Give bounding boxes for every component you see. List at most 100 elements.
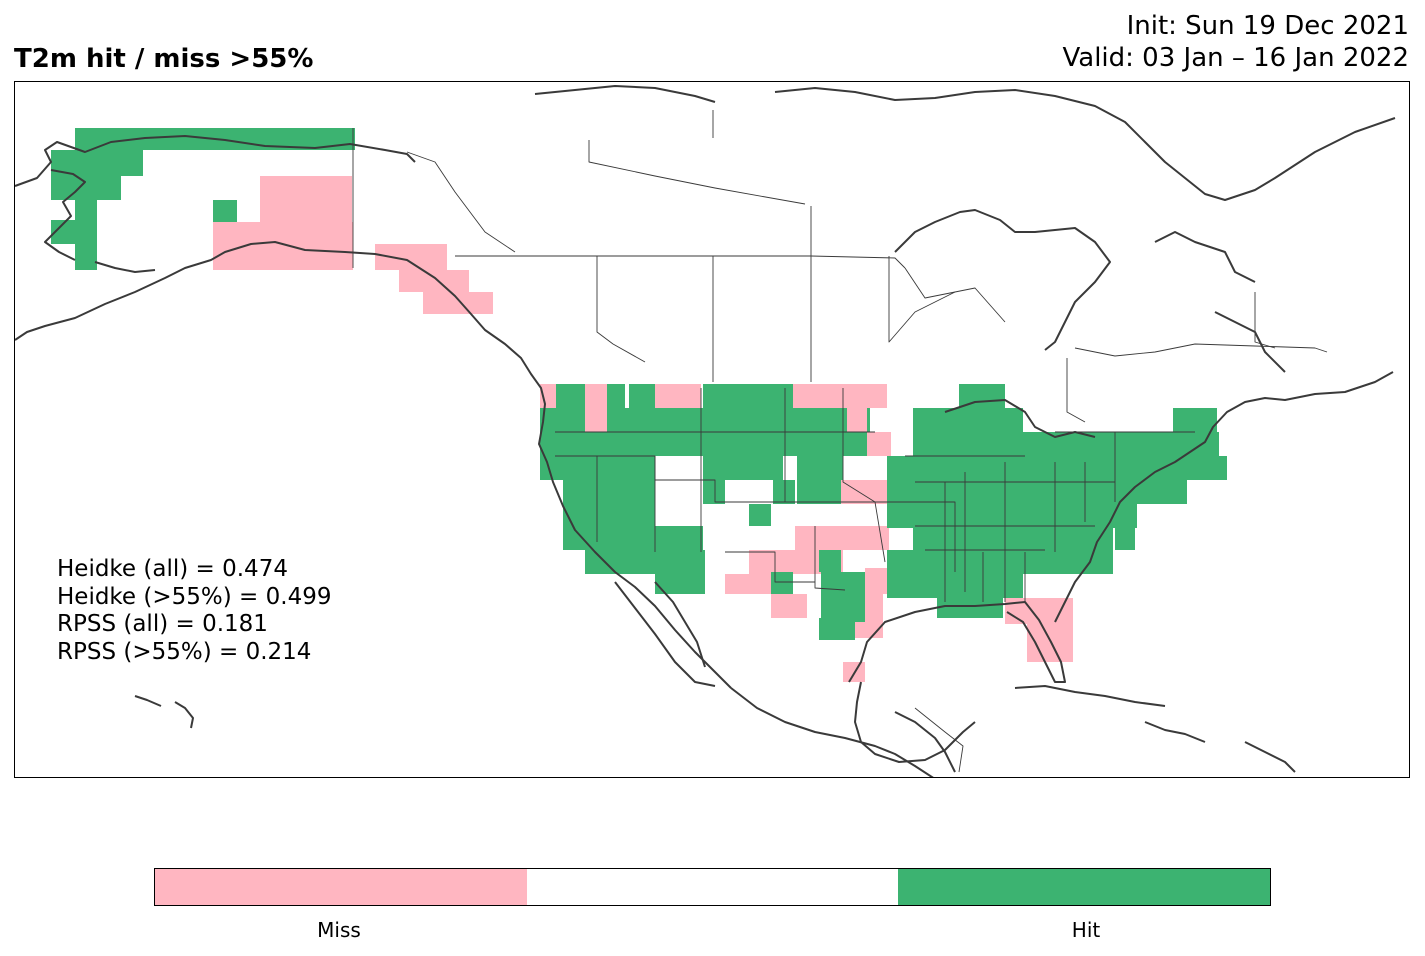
heidke-all: Heidke (all) = 0.474 [57,556,288,582]
map-svg [15,85,1396,777]
hit-cell [913,550,1113,574]
valid-dates: Valid: 03 Jan – 16 Jan 2022 [1062,43,1410,73]
hit-cell [703,480,725,504]
hit-cell [563,480,655,504]
colorbar-neutral-segment [526,869,899,905]
border-line [814,526,846,591]
map-title: T2m hit / miss >55% [14,44,314,74]
coastline [848,601,1066,683]
hit-cell [913,408,1023,432]
forecast-cells [51,128,1227,682]
hit-cell [819,618,855,640]
border-line [1066,358,1086,423]
border-line [842,388,886,563]
rpss-all: RPSS (all) = 0.181 [57,611,268,637]
miss-cell [795,526,889,550]
hit-cell [887,550,913,598]
hit-cell [213,200,237,222]
map-panel [14,81,1410,778]
miss-cell [865,568,887,594]
hit-cell [703,384,793,410]
hit-cell [655,574,705,594]
border-line [596,256,646,363]
coastline [1144,721,1206,743]
hit-cell [821,572,865,622]
hit-cell [563,526,703,550]
hit-cell [1071,432,1091,456]
rpss-55: RPSS (>55%) = 0.214 [57,638,312,665]
hit-cell [771,572,793,594]
hit-cell [585,550,705,574]
hit-cell [797,480,843,504]
hit-cell [887,504,1137,528]
border-line [588,140,806,205]
hit-cell [540,432,880,456]
miss-cell [867,432,891,456]
miss-cell [399,270,469,292]
forecast-dates: Init: Sun 19 Dec 2021 Valid: 03 Jan – 16… [1063,10,1410,74]
border-line [904,267,1006,323]
miss-cell [655,384,701,408]
hit-cell [1115,526,1135,550]
coastline [1214,311,1286,373]
coastline [15,135,416,187]
coastline [774,87,1396,201]
coastline [534,85,716,103]
miss-cell [260,176,352,222]
miss-cell [423,292,493,314]
hit-cell [819,550,841,572]
heidke-55: Heidke (>55%) = 0.499 [57,583,332,610]
coastline [15,241,732,689]
hit-cell [797,456,843,480]
coastline [1154,231,1256,283]
miss-cell [585,384,607,432]
colorbar-miss-label: Miss [317,918,361,942]
coastline [44,169,86,261]
coastline [134,695,162,707]
miss-cell [793,384,887,408]
miss-cell [725,574,777,594]
hit-cell [563,504,655,526]
colorbar-hit-label: Hit [1071,918,1101,942]
hit-cell [959,384,1005,398]
border-line [455,255,906,269]
hit-cell [540,456,655,480]
coastline [94,261,156,273]
hit-cell [1199,432,1219,456]
coastline [894,209,1111,351]
border-line [1254,292,1276,349]
hit-cell [51,176,121,200]
border-line [406,151,516,253]
coastline [174,701,194,729]
miss-cell [213,222,353,270]
border-line [875,501,956,572]
hit-cell [75,200,97,270]
coastline [1244,741,1296,773]
miss-cell [1027,624,1073,662]
hit-cell [937,598,1003,618]
border-line [725,551,815,583]
miss-cell [841,480,887,504]
hit-cell [749,504,771,526]
hit-cell [913,574,1023,598]
miss-cell [771,594,807,618]
border-line [888,256,956,343]
hit-cell [610,408,870,432]
hit-cell [773,480,795,504]
border-line [914,707,964,773]
miss-cell [847,408,867,432]
coastline [614,581,716,687]
skill-scores: Heidke (all) = 0.474 Heidke (>55%) = 0.4… [57,556,331,666]
hit-cell [51,150,143,176]
colorbar-hit-segment [898,869,1271,905]
coastline [1014,685,1166,707]
coastline [1054,371,1394,623]
hit-cell [1119,432,1179,456]
init-date: Init: Sun 19 Dec 2021 [1126,11,1409,41]
hit-cell [913,526,1113,550]
coastline [654,581,706,668]
coastlines-borders [15,85,1396,777]
hit-cell [887,480,1187,504]
hit-cell [887,456,1227,480]
coastline [854,681,976,763]
